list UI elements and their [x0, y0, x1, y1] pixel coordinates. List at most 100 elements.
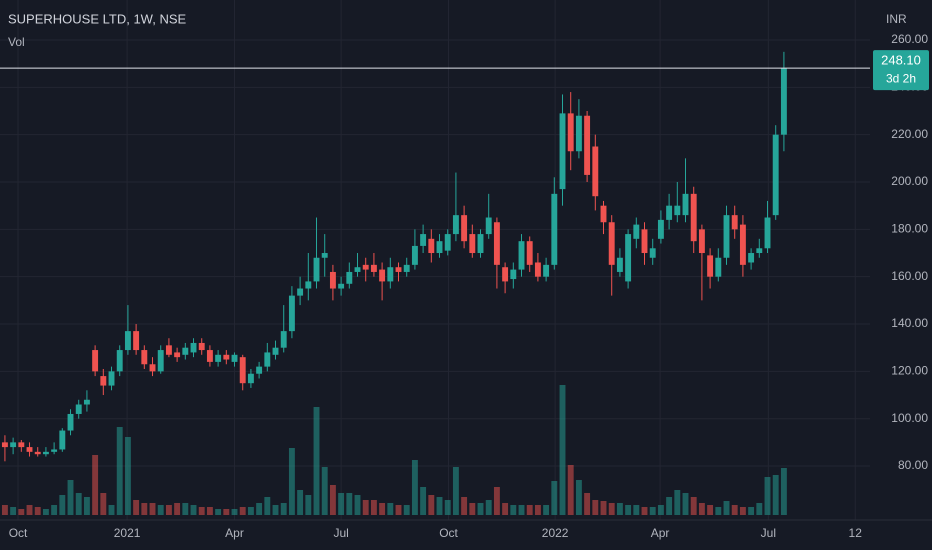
y-tick-label: 140.00 — [891, 316, 928, 330]
volume-bar — [780, 468, 787, 515]
volume-bar — [198, 507, 205, 515]
candle-body — [264, 352, 271, 367]
volume-bar — [739, 507, 746, 515]
x-tick-label: 12 — [849, 526, 863, 540]
candle-body — [1, 442, 8, 448]
candle-body — [477, 234, 484, 254]
volume-bar — [370, 500, 377, 515]
volume-bar — [67, 480, 74, 515]
volume-bar — [338, 493, 345, 515]
volume-bar — [215, 509, 222, 515]
candle-body — [452, 215, 459, 235]
candle-body — [502, 267, 509, 282]
volume-bar — [411, 460, 418, 515]
volume-bar — [444, 500, 451, 515]
volume-bar — [141, 503, 148, 515]
candle-body — [231, 354, 238, 362]
candle-body — [469, 234, 476, 254]
candle-body — [42, 451, 49, 455]
volume-bar — [436, 497, 443, 515]
candle-body — [567, 113, 574, 152]
candle-body — [748, 253, 755, 263]
volume-bar — [305, 495, 312, 515]
volume-bar — [420, 487, 427, 515]
candle-body — [764, 217, 771, 249]
volume-bar — [666, 497, 673, 515]
countdown-label: 3d 2h — [886, 71, 916, 85]
candle-body — [723, 215, 730, 258]
volume-bar — [26, 505, 33, 515]
candle-body — [731, 215, 738, 230]
volume-bar — [428, 495, 435, 515]
x-tick-label: Apr — [225, 526, 244, 540]
candle-body — [116, 350, 123, 372]
volume-bar — [174, 503, 181, 515]
volume-bar — [674, 490, 681, 515]
candle-body — [420, 234, 427, 246]
x-tick-label: 2022 — [542, 526, 569, 540]
candle-body — [698, 229, 705, 254]
volume-bar — [657, 505, 664, 515]
candle-body — [493, 222, 500, 265]
last-price-label: 248.10 — [881, 53, 921, 68]
volume-bar — [395, 505, 402, 515]
volume-bar — [592, 500, 599, 515]
candle-body — [280, 331, 287, 348]
volume-bar — [190, 505, 197, 515]
candle-body — [26, 447, 33, 452]
volume-bar — [387, 503, 394, 515]
y-tick-label: 260.00 — [891, 32, 928, 46]
volume-bar — [502, 503, 509, 515]
volume-bar — [477, 503, 484, 515]
volume-bar — [461, 497, 468, 515]
candle-body — [518, 241, 525, 270]
volume-bar — [649, 507, 656, 515]
volume-bar — [329, 485, 336, 515]
y-tick-label: 200.00 — [891, 174, 928, 188]
candle-body — [379, 269, 386, 282]
candle-body — [756, 248, 763, 254]
candle-body — [608, 222, 615, 265]
volume-bar — [493, 487, 500, 515]
volume-bar — [616, 503, 623, 515]
x-tick-label: Oct — [439, 526, 458, 540]
x-tick-label: Oct — [9, 526, 28, 540]
candle-body — [370, 264, 377, 272]
candle-body — [165, 345, 172, 355]
volume-bar — [223, 509, 230, 515]
volume-bar — [157, 505, 164, 515]
volume-bar — [698, 503, 705, 515]
volume-bar — [231, 509, 238, 515]
candle-body — [772, 134, 779, 216]
candle-body — [649, 248, 656, 258]
candle-body — [83, 399, 90, 405]
volume-bar — [526, 505, 533, 515]
volume-bar — [518, 505, 525, 515]
candle-body — [780, 68, 787, 135]
x-tick-label: Jul — [333, 526, 348, 540]
candle-body — [715, 257, 722, 277]
volume-bar — [600, 501, 607, 515]
candle-body — [395, 267, 402, 272]
candle-body — [543, 264, 550, 277]
volume-bar — [297, 490, 304, 515]
volume-bar — [149, 503, 156, 515]
candle-body — [346, 271, 353, 284]
last-price-box — [873, 50, 929, 91]
y-tick-label: 160.00 — [891, 269, 928, 283]
volume-bar — [715, 507, 722, 515]
volume-bar — [346, 493, 353, 515]
volume-bar — [485, 500, 492, 515]
candle-body — [297, 288, 304, 296]
candle-body — [75, 404, 82, 414]
volume-bar — [10, 507, 17, 515]
candle-body — [551, 193, 558, 265]
volume-bar — [1, 505, 8, 515]
volume-bar — [362, 500, 369, 515]
volume-bar — [723, 501, 730, 515]
volume-bar — [608, 503, 615, 515]
candle-body — [559, 113, 566, 190]
candle-body — [133, 331, 140, 351]
candle-body — [338, 283, 345, 289]
candle-body — [625, 234, 632, 282]
